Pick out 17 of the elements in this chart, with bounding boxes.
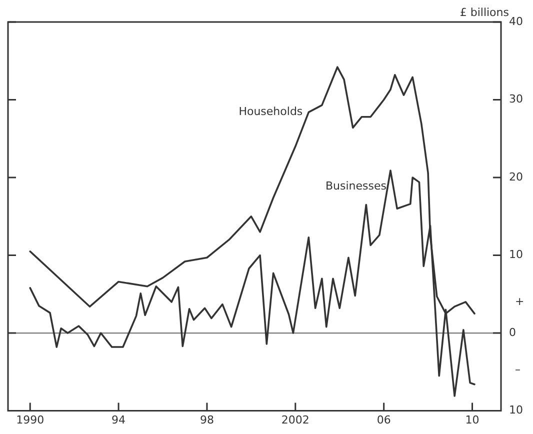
- y-tick-label: 0: [509, 326, 516, 339]
- y-tick-label: 10: [509, 404, 524, 417]
- x-tick-label: 06: [376, 413, 391, 426]
- series-label: Households: [238, 105, 303, 118]
- x-tick-label: 1990: [16, 413, 44, 426]
- x-tick-label: 10: [465, 413, 480, 426]
- series-label: Businesses: [325, 179, 387, 192]
- text: –: [515, 362, 521, 376]
- y-tick-label: 20: [509, 170, 524, 184]
- x-tick-label: 2002: [281, 413, 310, 426]
- text: +: [515, 295, 524, 308]
- x-tick-label: 94: [112, 413, 126, 426]
- y-tick-label: 40: [509, 14, 524, 28]
- x-tick-label: 98: [200, 413, 214, 426]
- y-tick-label: 30: [509, 92, 524, 106]
- y-tick-label: 10: [509, 248, 524, 262]
- y-axis-title: £ billions: [460, 6, 509, 19]
